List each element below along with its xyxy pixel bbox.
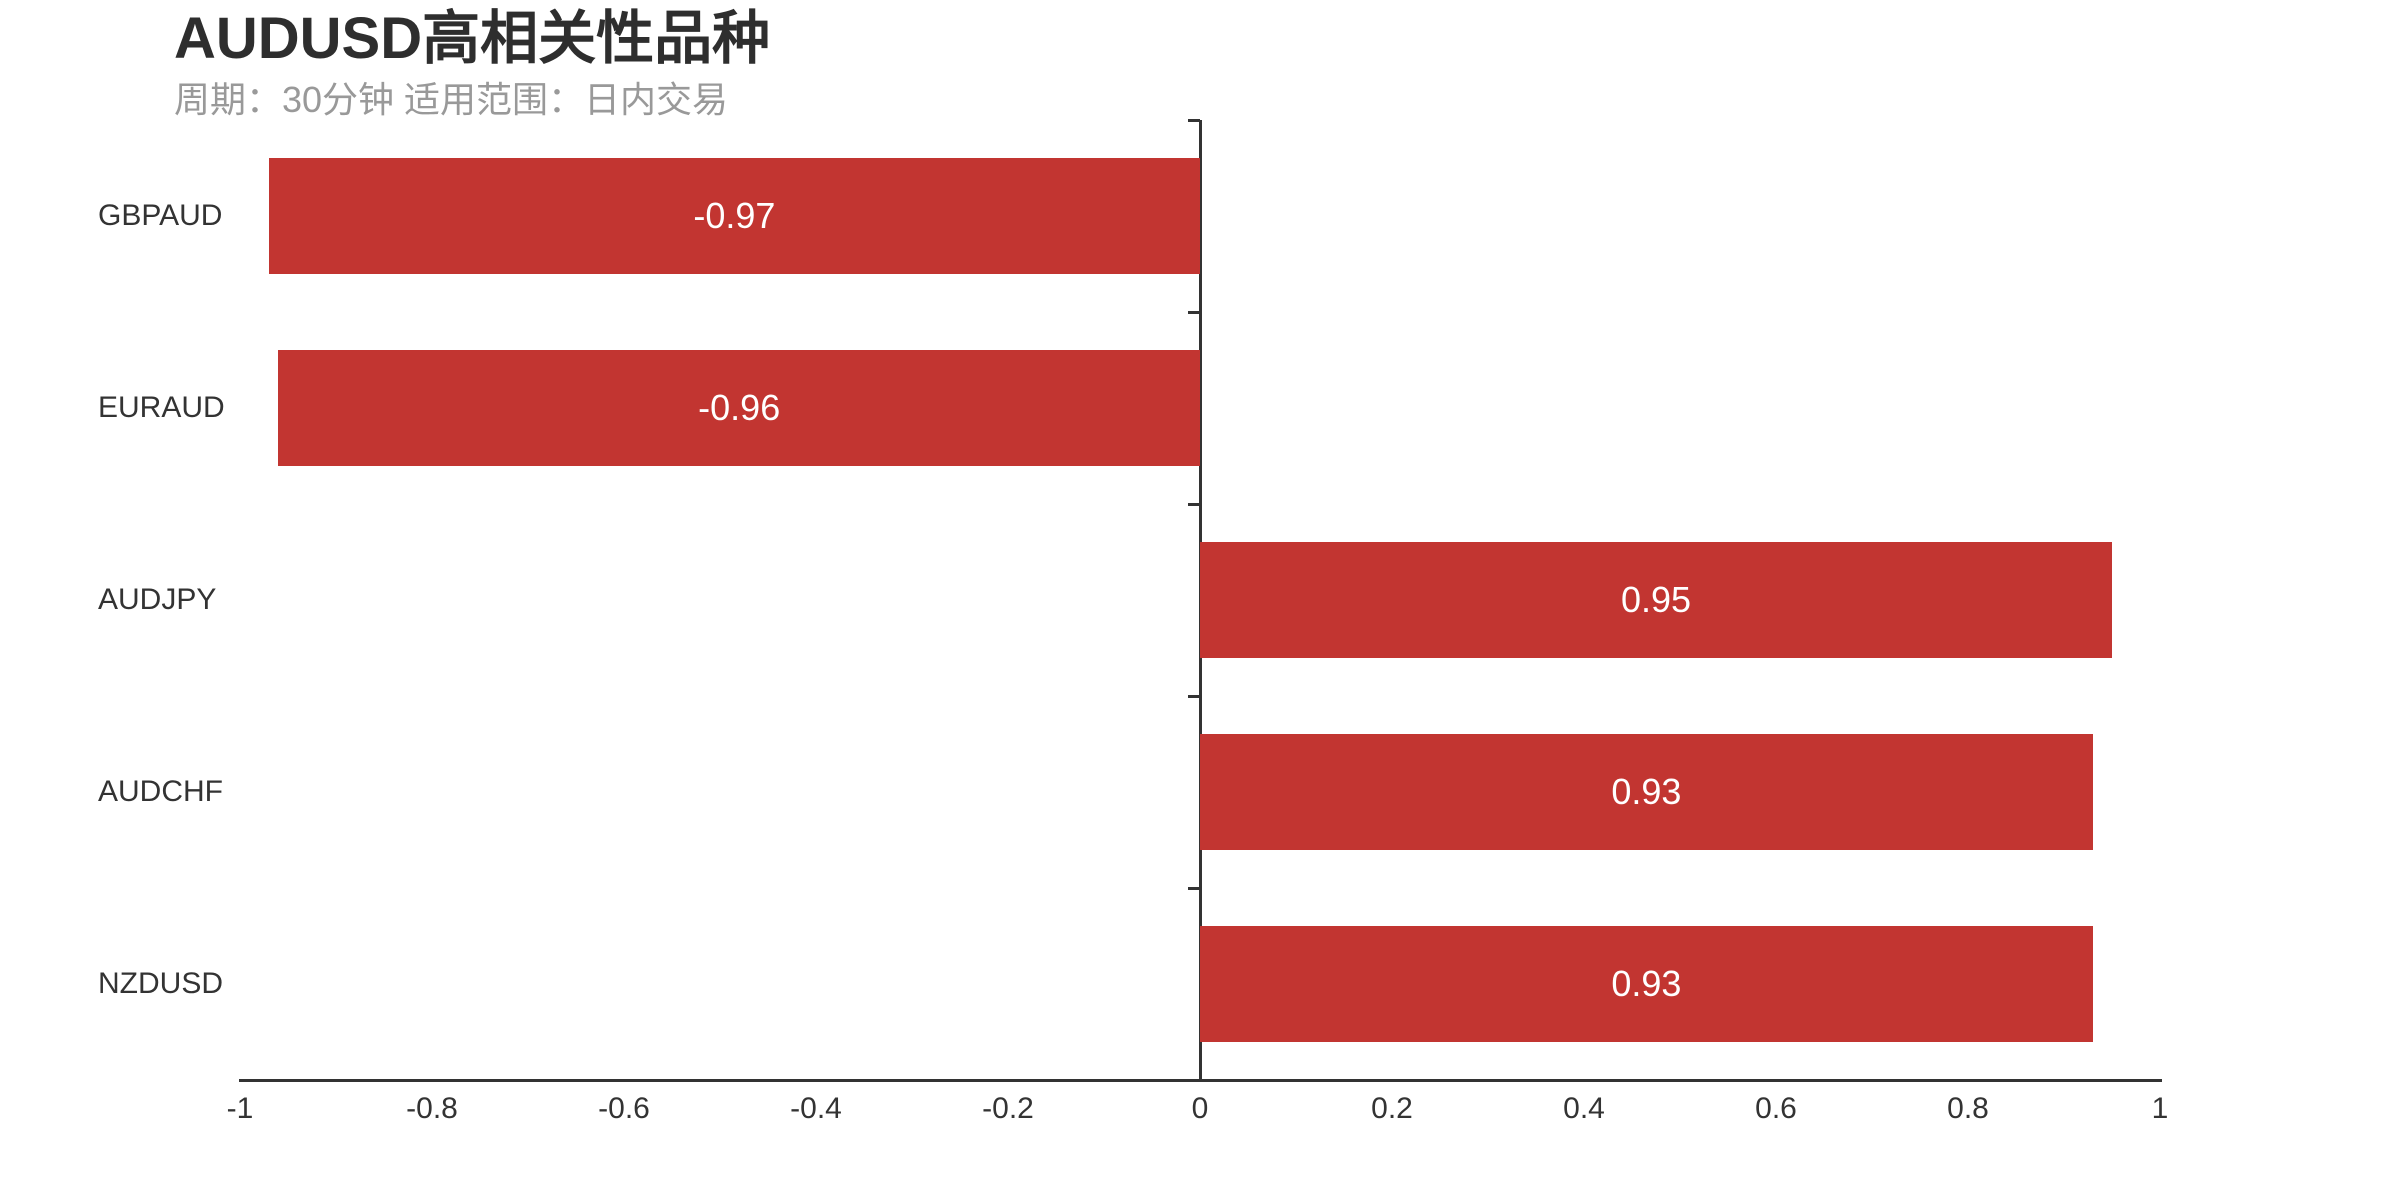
category-label-GBPAUD: GBPAUD	[98, 199, 223, 232]
x-tick-label: 0.6	[1755, 1092, 1797, 1125]
x-tick-label: 0.8	[1947, 1092, 1989, 1125]
y-axis-tick	[1188, 1078, 1200, 1082]
bar-EURAUD	[278, 350, 1200, 466]
y-axis-tick	[1188, 310, 1200, 314]
x-tick-label: 0.4	[1563, 1092, 1605, 1125]
x-tick-label: -0.6	[598, 1092, 650, 1125]
x-tick-label: -0.8	[406, 1092, 458, 1125]
category-label-AUDJPY: AUDJPY	[98, 583, 217, 616]
category-label-AUDCHF: AUDCHF	[98, 775, 223, 808]
y-axis-tick	[1188, 694, 1200, 698]
x-tick-label: 0	[1191, 1092, 1209, 1125]
x-tick-label: -0.4	[790, 1092, 842, 1125]
category-label-EURAUD: EURAUD	[98, 391, 225, 424]
bar-value-label: 0.93	[1611, 963, 1682, 1004]
bar-value-label: 0.93	[1611, 771, 1682, 812]
chart-subtitle: 周期：30分钟 适用范围：日内交易	[174, 79, 729, 120]
bar-value-label: 0.95	[1620, 579, 1692, 620]
bar-AUDJPY	[1200, 542, 2112, 658]
y-axis-tick	[1188, 118, 1200, 122]
y-axis-tick	[1188, 886, 1200, 890]
x-tick-label: -0.2	[982, 1092, 1034, 1125]
bar-value-label: -0.97	[693, 195, 776, 236]
x-tick-label: 0.2	[1371, 1092, 1413, 1125]
x-tick-label: -1	[226, 1092, 254, 1125]
bar-value-label: -0.96	[698, 387, 781, 428]
bar-NZDUSD	[1200, 926, 2093, 1042]
category-label-NZDUSD: NZDUSD	[98, 967, 223, 1000]
bar-AUDCHF	[1200, 734, 2093, 850]
x-axis-line	[238, 1078, 2162, 1082]
chart-title: AUDUSD高相关性品种	[174, 6, 771, 71]
bar-GBPAUD	[268, 158, 1200, 274]
y-axis-tick	[1188, 502, 1200, 506]
x-tick-label: 1	[2151, 1092, 2169, 1125]
